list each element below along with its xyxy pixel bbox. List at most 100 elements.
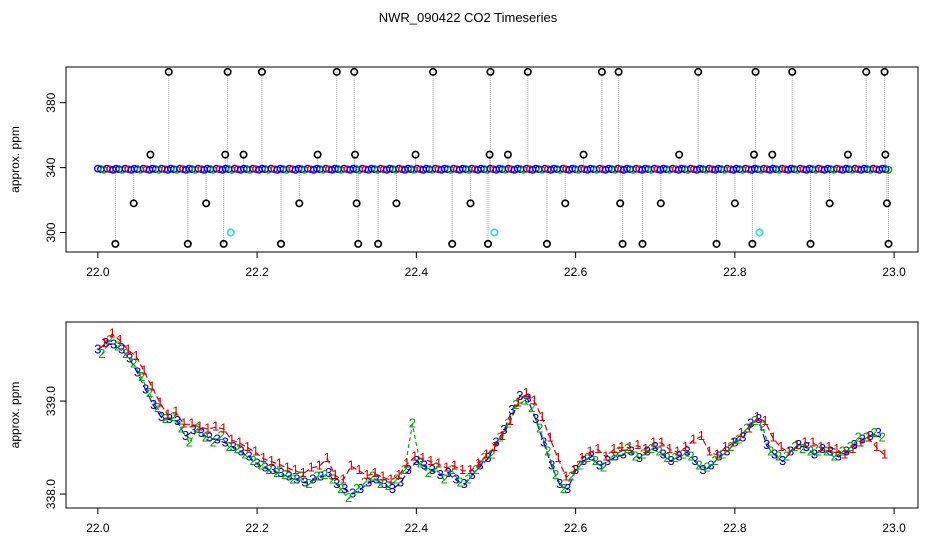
series-marker-3: 3 [668,453,675,468]
series-marker-3: 3 [222,434,229,449]
series-marker-2: 2 [576,458,583,473]
series-marker-2: 2 [130,355,137,370]
series-marker-2: 2 [687,448,694,463]
series-marker-3: 3 [182,428,189,443]
series-marker-1: 1 [666,441,673,456]
series-marker-2: 2 [114,339,121,354]
series-marker-1: 1 [602,448,609,463]
series-marker-3: 3 [564,481,571,496]
series-marker-1: 1 [491,439,498,454]
spike-point [129,199,138,208]
spike-point [313,150,322,159]
series-marker-3: 3 [238,444,245,459]
series-marker-1: 1 [547,430,554,445]
cyan-point [490,228,499,237]
series-marker-2: 2 [751,413,758,428]
series-marker-2: 2 [672,450,679,465]
spike-point [350,67,359,76]
top-panel: 22.0 22.2 22.4 22.6 22.8 23.0 300 340 380 approx.… [8,66,919,279]
series-marker-2: 2 [871,425,878,440]
series-marker-2: 2 [496,430,503,445]
series-marker-3: 3 [413,453,420,468]
spike-point [374,239,383,248]
series-marker-3: 3 [819,441,826,456]
series-marker-1: 1 [594,441,601,456]
series-marker-2: 2 [98,346,105,361]
series-marker-2: 2 [218,428,225,443]
series-marker-1: 1 [395,467,402,482]
spike-point [616,199,625,208]
series-marker-3: 3 [580,453,587,468]
series-marker-2: 2 [138,369,145,384]
series-marker-2: 2 [608,448,615,463]
series-marker-3: 3 [612,448,619,463]
series-marker-3: 3 [166,411,173,426]
series-marker-3: 3 [699,462,706,477]
spike-point [448,239,457,248]
series-marker-1: 1 [268,453,275,468]
spike-point [694,67,703,76]
series-marker-3: 3 [731,434,738,449]
spike-point [618,239,627,248]
series-marker-2: 2 [480,450,487,465]
series-marker-1: 1 [252,444,259,459]
series-marker-1: 1 [467,462,474,477]
spike-point [748,239,757,248]
series-marker-1: 1 [642,441,649,456]
series-marker-3: 3 [317,469,324,484]
series-marker-1: 1 [785,444,792,459]
series-marker-2: 2 [250,453,257,468]
series-marker-3: 3 [851,437,858,452]
spike-point [257,67,266,76]
series-marker-2: 2 [823,444,830,459]
series-marker-1: 1 [515,394,522,409]
series-marker-1: 1 [833,441,840,456]
series-marker-2: 2 [281,467,288,482]
series-marker-1: 1 [371,465,378,480]
spike-point [164,67,173,76]
spike-point [751,67,760,76]
series-marker-2: 2 [512,397,519,412]
series-marker-3: 3 [261,459,268,474]
series-marker-3: 3 [548,458,555,473]
series-marker-2: 2 [536,420,543,435]
series-marker-3: 3 [755,411,762,426]
series-marker-1: 1 [132,348,139,363]
series-marker-3: 3 [779,453,786,468]
series-marker-1: 1 [196,419,203,434]
series-marker-2: 2 [369,469,376,484]
spike-point [579,150,588,159]
spike-point [862,67,871,76]
series-marker-1: 1 [698,428,705,443]
series-marker-3: 3 [301,474,308,489]
series-marker-3: 3 [437,467,444,482]
series-marker-2: 2 [417,456,424,471]
series-marker-2: 2 [154,400,161,415]
series-marker-3: 3 [134,365,141,380]
y-axis-label: approx. ppm [8,126,22,193]
series-marker-2: 2 [170,409,177,424]
series-marker-1: 1 [722,439,729,454]
series-marker-1: 1 [220,420,227,435]
series-marker-3: 3 [461,476,468,491]
series-marker-1: 1 [626,439,633,454]
series-marker-2: 2 [600,459,607,474]
spike-point [638,239,647,248]
spike-point [351,150,360,159]
series-marker-3: 3 [492,434,499,449]
series-marker-2: 2 [528,400,535,415]
x-tick-label: 22.8 [723,265,747,279]
series-marker-3: 3 [532,411,539,426]
series-marker-1: 1 [578,450,585,465]
spike-point [884,239,893,248]
spike-point [503,150,512,159]
series-marker-2: 2 [313,469,320,484]
x-tick-label: 22.8 [723,521,747,535]
series-marker-2: 2 [592,453,599,468]
series-marker-1: 1 [236,434,243,449]
series-marker-2: 2 [194,420,201,435]
x-tick-label: 22.2 [245,521,269,535]
spike-point [485,150,494,159]
series-marker-1: 1 [706,444,713,459]
spike-point [614,67,623,76]
